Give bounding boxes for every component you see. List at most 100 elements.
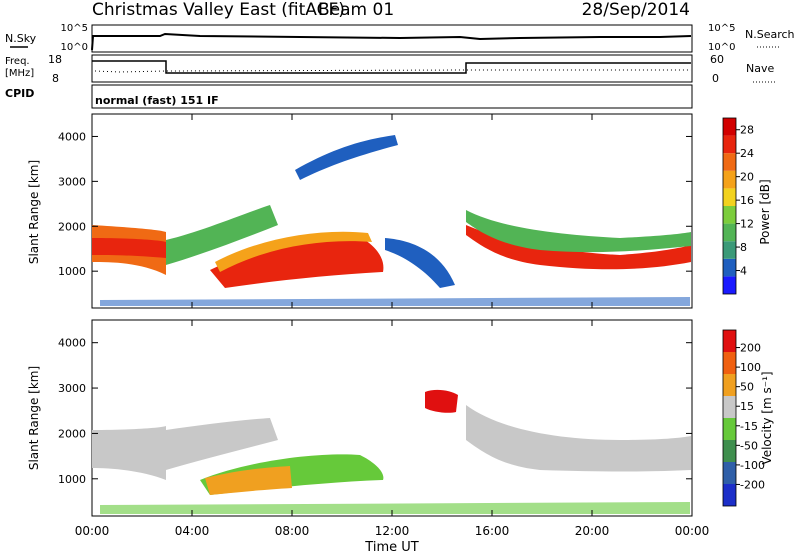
velocity-xtick-label: 12:00	[375, 524, 410, 538]
power-colorbar-segment	[723, 223, 736, 242]
velocity-bottom-scatter	[100, 502, 690, 514]
power-colorbar-frame	[722, 117, 737, 295]
nsearch-label: N.Search	[745, 28, 795, 41]
velocity-data-region	[92, 389, 691, 514]
velocity-xtick-label: 16:00	[475, 524, 510, 538]
velocity-colorbar-tick-label: -50	[740, 439, 758, 452]
cpid-panel	[91, 84, 693, 109]
velocity-colorbar-segment	[723, 396, 736, 418]
nsky-tick-top: 10^5	[61, 23, 88, 34]
nave-tick-top: 60	[710, 53, 724, 66]
freq-panel	[91, 54, 693, 83]
velocity-morning-band	[166, 418, 278, 470]
power-ytick-label: 4000	[58, 130, 86, 143]
power-ytick-label: 3000	[58, 175, 86, 188]
power-colorbar-tick-label: 4	[740, 265, 747, 278]
velocity-main-band	[92, 426, 166, 480]
power-colorbar-segment	[723, 135, 736, 154]
freq-label-2: [MHz]	[5, 68, 34, 79]
power-x-axis-ticks	[91, 114, 693, 308]
power-arc-edge	[215, 231, 372, 272]
velocity-ytick-label: 3000	[58, 382, 86, 395]
power-right-band-top	[466, 210, 691, 253]
velocity-red-patch	[425, 389, 458, 413]
power-noon-blue	[385, 238, 455, 288]
velocity-x-axis: 00:00 04:00 08:00 12:00 16:00 20:00 00:00	[75, 320, 710, 538]
velocity-frame	[91, 319, 693, 517]
velocity-right-band	[466, 405, 691, 472]
power-ytick-label: 1000	[58, 265, 86, 278]
velocity-ytick-label: 2000	[58, 427, 86, 440]
cpid-mode: normal (fast) 151 IF	[95, 94, 219, 107]
velocity-colorbar-tick-label: 100	[740, 361, 761, 374]
freq-trace	[92, 60, 691, 74]
velocity-colorbar-segment	[723, 374, 736, 396]
power-ytick-label: 2000	[58, 220, 86, 233]
velocity-ytick-label: 1000	[58, 473, 86, 486]
power-colorbar-segment	[723, 206, 736, 224]
power-colorbar-tick-label: 16	[740, 194, 754, 207]
cpid-label: CPID	[5, 87, 34, 100]
nave-trace	[94, 69, 691, 73]
freq-tick-bottom: 8	[52, 72, 59, 85]
power-right-band	[466, 225, 691, 270]
nave-label: Nave	[746, 62, 774, 75]
power-panel: Slant Range [km] 4000 3000 2000 1000	[27, 113, 693, 309]
velocity-colorbar-tick-label: 50	[740, 381, 754, 394]
freq-label-1: Freq.	[5, 56, 30, 67]
power-colorbar-segment	[723, 170, 736, 189]
velocity-colorbar-tick-label: -100	[740, 459, 765, 472]
velocity-colorbar-segment	[723, 330, 736, 352]
nsky-label: N.Sky	[5, 32, 37, 45]
power-colorbar-segment	[723, 153, 736, 171]
power-colorbar-segment	[723, 258, 736, 277]
velocity-colorbar-tick-label: 15	[740, 400, 754, 413]
power-colorbar-segment	[723, 276, 736, 294]
power-colorbar-tick-label: 28	[740, 124, 754, 137]
power-colorbar-segment	[723, 241, 736, 259]
velocity-xtick-label: 00:00	[75, 524, 110, 538]
power-colorbar-tick-label: 8	[740, 241, 747, 254]
nsky-trace	[91, 32, 692, 51]
velocity-colorbar-segment	[723, 484, 736, 506]
power-bottom-scatter	[100, 297, 690, 306]
power-colorbar-label: Power [dB]	[758, 179, 772, 244]
power-data-region	[92, 135, 691, 306]
velocity-colorbar-frame	[722, 329, 737, 507]
power-ylabel: Slant Range [km]	[27, 160, 41, 264]
power-colorbar-tick-label: 12	[740, 218, 754, 231]
beam-label: Beam 01	[318, 0, 394, 20]
velocity-xtick-label: 00:00	[675, 524, 710, 538]
velocity-colorbar-segment	[723, 418, 736, 440]
nsearch-tick-top: 10^5	[708, 23, 735, 34]
power-colorbar-tick-label: 20	[740, 171, 754, 184]
power-colorbar-segment	[723, 118, 736, 136]
velocity-colorbar-tick-label: 200	[740, 342, 761, 355]
power-colorbar-tick-label: 24	[740, 147, 754, 160]
power-morning-band	[166, 205, 278, 265]
velocity-xtick-label: 20:00	[575, 524, 610, 538]
velocity-xtick-label: 08:00	[275, 524, 310, 538]
date-label: 28/Sep/2014	[582, 0, 690, 20]
velocity-colorbar-tick-label: -15	[740, 420, 758, 433]
velocity-colorbar-label: Velocity [m s⁻¹]	[760, 371, 774, 464]
velocity-colorbar-segment	[723, 462, 736, 484]
velocity-arc-orange	[205, 466, 292, 495]
power-y-axis: 4000 3000 2000 1000	[58, 130, 692, 278]
power-colorbar-segment	[723, 188, 736, 206]
power-arc	[210, 238, 384, 288]
velocity-xtick-label: 04:00	[175, 524, 210, 538]
plot-title: Christmas Valley East (fitACF)	[92, 0, 345, 20]
nsky-tick-bottom: 10^0	[61, 42, 88, 53]
velocity-y-axis: 4000 3000 2000 1000	[58, 337, 692, 486]
velocity-colorbar-segment	[723, 352, 736, 374]
power-main-band-core	[92, 238, 166, 258]
velocity-ylabel: Slant Range [km]	[27, 366, 41, 470]
velocity-colorbar-segment	[723, 440, 736, 462]
freq-tick-top: 18	[48, 53, 62, 66]
velocity-colorbar: 200 100 50 15 -15 -50 -100 -200	[722, 329, 765, 507]
velocity-xlabel: Time UT	[364, 540, 418, 554]
nave-tick-bottom: 0	[712, 72, 719, 85]
